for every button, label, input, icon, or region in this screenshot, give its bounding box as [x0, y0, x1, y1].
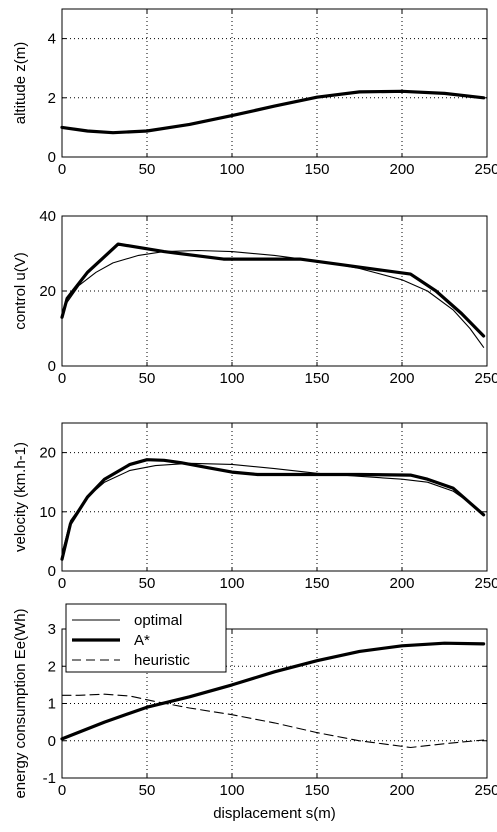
- y-tick-label: 0: [48, 358, 56, 375]
- x-tick-label: 200: [389, 575, 414, 592]
- y-tick-label: 20: [39, 445, 56, 462]
- y-axis-label: altitude z(m): [12, 42, 29, 125]
- x-tick-label: 100: [219, 782, 244, 799]
- series-line-heuristic: [61, 693, 485, 749]
- x-axis-label: displacement s(m): [213, 805, 336, 822]
- y-axis-label: energy consumption Ee(Wh): [12, 608, 29, 798]
- y-tick-label: 1: [48, 696, 56, 713]
- legend-label-astar: A*: [134, 632, 150, 649]
- y-tick-label: 0: [48, 149, 56, 166]
- grid: [62, 423, 487, 571]
- series-line-0: [60, 89, 486, 135]
- x-tick-label: 150: [304, 575, 329, 592]
- x-tick-label: 0: [58, 575, 66, 592]
- x-tick-label: 250: [474, 575, 497, 592]
- x-tick-label: 200: [389, 782, 414, 799]
- y-tick-label: 40: [39, 208, 56, 225]
- x-tick-label: 50: [139, 161, 156, 178]
- x-tick-label: 100: [219, 161, 244, 178]
- x-tick-label: 0: [58, 370, 66, 387]
- x-tick-label: 150: [304, 370, 329, 387]
- grid: [62, 629, 487, 778]
- legend-box: [65, 603, 227, 673]
- y-tick-label: 2: [48, 658, 56, 675]
- x-tick-label: 150: [304, 161, 329, 178]
- series-line-1: [60, 458, 486, 561]
- x-tick-label: 50: [139, 782, 156, 799]
- y-tick-label: 20: [39, 283, 56, 300]
- y-tick-label: 0: [48, 563, 56, 580]
- y-tick-label: 0: [48, 733, 56, 750]
- x-tick-label: 100: [219, 370, 244, 387]
- y-tick-label: 10: [39, 504, 56, 521]
- x-tick-label: 100: [219, 575, 244, 592]
- plot-area: [62, 423, 487, 571]
- y-tick-label: 4: [48, 31, 56, 48]
- x-tick-label: 200: [389, 161, 414, 178]
- x-tick-label: 250: [474, 782, 497, 799]
- x-tick-label: 0: [58, 782, 66, 799]
- altitude-subplot: 0 50 100 150 200 250 0 2 4 altitude z(m): [12, 8, 497, 178]
- legend-label-heuristic: heuristic: [134, 652, 190, 669]
- y-tick-label: -1: [43, 770, 56, 787]
- series-line-a-: [60, 641, 486, 741]
- y-axis-label: control u(V): [12, 252, 29, 330]
- y-tick-label: 3: [48, 621, 56, 638]
- control-subplot: 0 50 100 150 200 250 0 20 40 control u(V): [12, 208, 497, 387]
- x-tick-label: 0: [58, 161, 66, 178]
- series-line-0: [61, 249, 485, 348]
- velocity-subplot: 0 50 100 150 200 250 0 10 20 velocity (km.h-1): [12, 422, 497, 592]
- grid: [62, 216, 487, 366]
- x-tick-label: 250: [474, 370, 497, 387]
- legend-label-optimal: optimal: [134, 612, 182, 629]
- x-tick-label: 150: [304, 782, 329, 799]
- x-tick-label: 250: [474, 161, 497, 178]
- legend: optimal A* heuristic: [65, 603, 227, 673]
- axes-box: [61, 422, 488, 572]
- series-line-1: [60, 242, 486, 338]
- y-axis-label: velocity (km.h-1): [12, 442, 29, 552]
- x-tick-label: 200: [389, 370, 414, 387]
- x-tick-label: 50: [139, 575, 156, 592]
- x-tick-label: 50: [139, 370, 156, 387]
- axes-box: [61, 8, 488, 158]
- grid: [62, 9, 487, 157]
- y-tick-label: 2: [48, 90, 56, 107]
- plot-area: [62, 9, 487, 157]
